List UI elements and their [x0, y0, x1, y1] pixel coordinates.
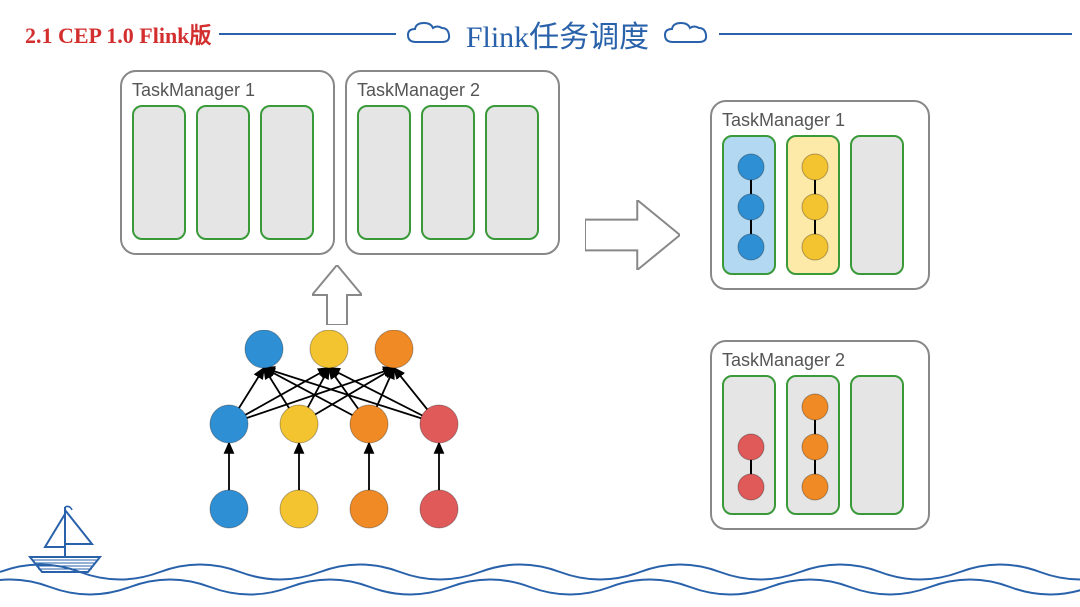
task-slot [357, 105, 411, 240]
task-slot [850, 135, 904, 275]
taskmanager-label: TaskManager 2 [357, 80, 548, 101]
task-slot [786, 375, 840, 515]
taskmanager-box: TaskManager 2 [345, 70, 560, 255]
taskmanager-label: TaskManager 2 [722, 350, 918, 371]
cloud-icon [404, 20, 454, 48]
task-slot [485, 105, 539, 240]
task-slot [260, 105, 314, 240]
waves [0, 542, 1080, 607]
right-arrow-icon [585, 200, 680, 270]
task-slot [722, 375, 776, 515]
task-slot [132, 105, 186, 240]
section-label: 2.1 CEP 1.0 Flink版 [25, 18, 211, 50]
page-title: Flink任务调度 [466, 12, 649, 56]
header-line-left [219, 33, 395, 35]
task-slot [850, 375, 904, 515]
taskmanager-label: TaskManager 1 [132, 80, 323, 101]
taskmanager-box: TaskManager 1 [120, 70, 335, 255]
task-slot [786, 135, 840, 275]
taskmanager-box: TaskManager 1 [710, 100, 930, 290]
cloud-icon [661, 20, 711, 48]
task-graph [205, 330, 465, 540]
taskmanager-label: TaskManager 1 [722, 110, 918, 131]
task-slot [421, 105, 475, 240]
task-slot [196, 105, 250, 240]
up-arrow-icon [312, 265, 362, 325]
header-line-right [719, 33, 1072, 35]
header: 2.1 CEP 1.0 Flink版 Flink任务调度 [0, 12, 1080, 56]
task-slot [722, 135, 776, 275]
taskmanager-box: TaskManager 2 [710, 340, 930, 530]
